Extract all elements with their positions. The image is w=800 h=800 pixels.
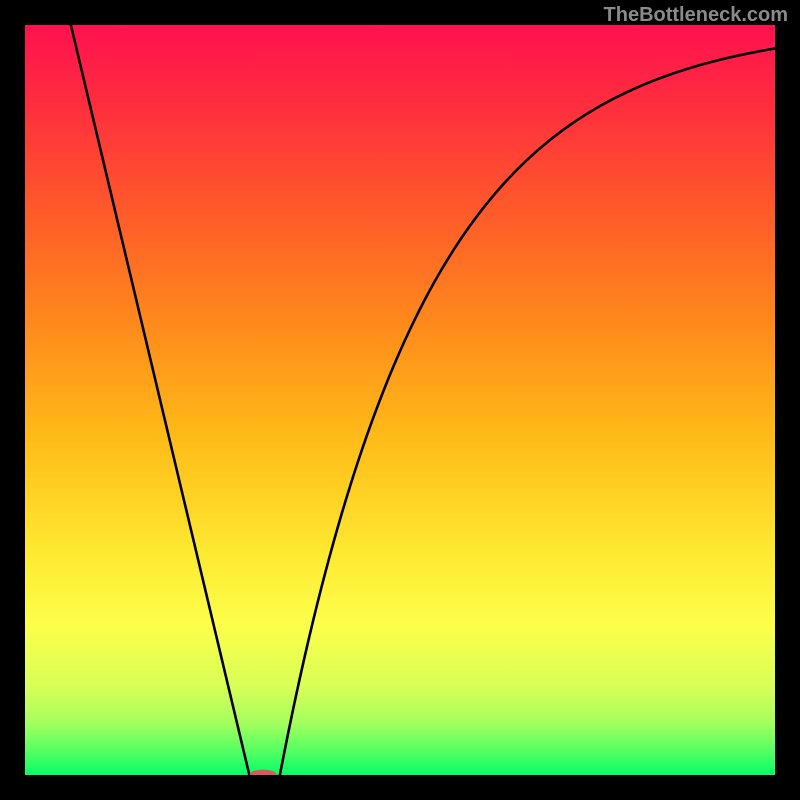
chart-container: TheBottleneck.com bbox=[0, 0, 800, 800]
chart-svg bbox=[0, 0, 800, 800]
chart-gradient-background bbox=[24, 24, 776, 776]
watermark-text: TheBottleneck.com bbox=[604, 4, 788, 27]
